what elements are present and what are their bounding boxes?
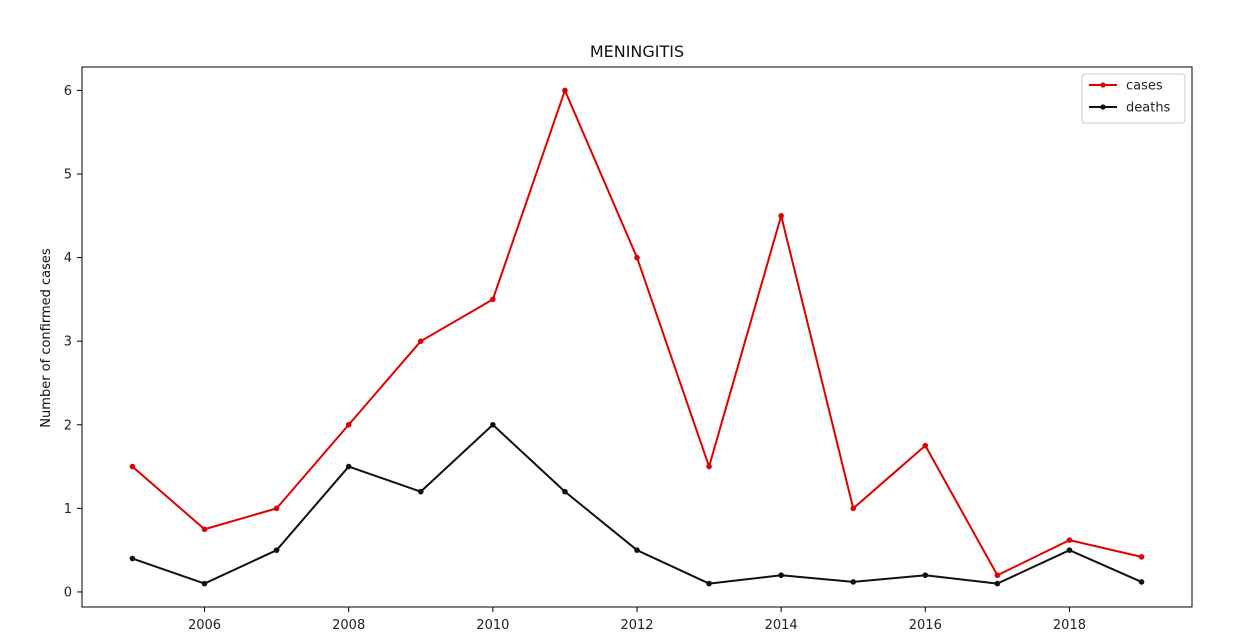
- y-tick-label: 6: [64, 84, 72, 99]
- data-point-deaths: [706, 580, 712, 587]
- data-point-cases: [922, 442, 929, 449]
- x-tick-label: 2012: [620, 618, 653, 633]
- y-tick-label: 3: [64, 335, 72, 350]
- x-tick-label: 2006: [188, 618, 221, 633]
- chart-title: MENINGITIS: [590, 42, 684, 61]
- data-point-deaths: [850, 579, 857, 585]
- data-point-cases: [1066, 537, 1073, 543]
- data-point-deaths: [994, 580, 1001, 587]
- legend-marker-deaths: [1100, 104, 1106, 110]
- legend-box: [1081, 73, 1186, 124]
- data-point-deaths: [129, 555, 136, 562]
- data-point-deaths: [922, 572, 929, 579]
- x-tick-label: 2014: [765, 618, 798, 633]
- data-point-cases: [562, 87, 568, 94]
- legend-label-deaths: deaths: [1126, 101, 1171, 116]
- y-tick-label: 5: [64, 167, 72, 182]
- series-line-deaths: [132, 423, 1142, 585]
- y-axis: 0 1 2 3 4 5 6: [64, 84, 82, 600]
- data-point-deaths: [417, 488, 424, 495]
- data-point-cases: [417, 338, 424, 344]
- data-point-cases: [273, 505, 280, 512]
- data-point-cases: [850, 505, 857, 512]
- y-tick-label: 0: [64, 585, 72, 600]
- x-tick-label: 2016: [909, 618, 942, 633]
- legend-label-cases: cases: [1126, 79, 1163, 94]
- data-point-deaths: [634, 547, 640, 553]
- data-point-cases: [706, 463, 712, 470]
- series-layer: [129, 87, 1145, 587]
- plot-area-frame: [81, 66, 1193, 608]
- data-point-cases: [634, 254, 640, 261]
- series-line-cases: [131, 89, 1142, 577]
- x-tick-label: 2010: [476, 618, 509, 633]
- data-point-cases: [994, 572, 1001, 579]
- data-point-deaths: [1138, 579, 1145, 585]
- series-deaths: [129, 421, 1145, 587]
- data-point-cases: [201, 526, 208, 533]
- x-tick-label: 2008: [332, 618, 365, 633]
- x-axis: 2006 2008 2010 2012 2014 2016 2018: [188, 607, 1086, 633]
- data-point-deaths: [345, 463, 352, 470]
- data-point-deaths: [778, 572, 784, 579]
- data-point-cases: [129, 463, 136, 470]
- x-tick-label: 2018: [1053, 618, 1086, 633]
- y-axis-label: Number of confirmed cases: [39, 248, 54, 428]
- data-point-deaths: [1066, 547, 1073, 553]
- legend-marker-cases: [1100, 82, 1106, 88]
- y-tick-label: 1: [64, 502, 72, 517]
- data-point-cases: [490, 296, 496, 303]
- legend: cases deaths: [1081, 73, 1186, 124]
- y-tick-label: 2: [64, 418, 72, 433]
- data-point-cases: [1138, 554, 1145, 560]
- data-point-deaths: [201, 580, 208, 587]
- series-cases: [129, 87, 1145, 579]
- y-tick-label: 4: [64, 251, 72, 266]
- data-point-deaths: [562, 488, 568, 495]
- data-point-deaths: [273, 547, 280, 553]
- data-point-cases: [778, 212, 784, 219]
- data-point-cases: [345, 421, 352, 428]
- data-point-deaths: [490, 421, 496, 428]
